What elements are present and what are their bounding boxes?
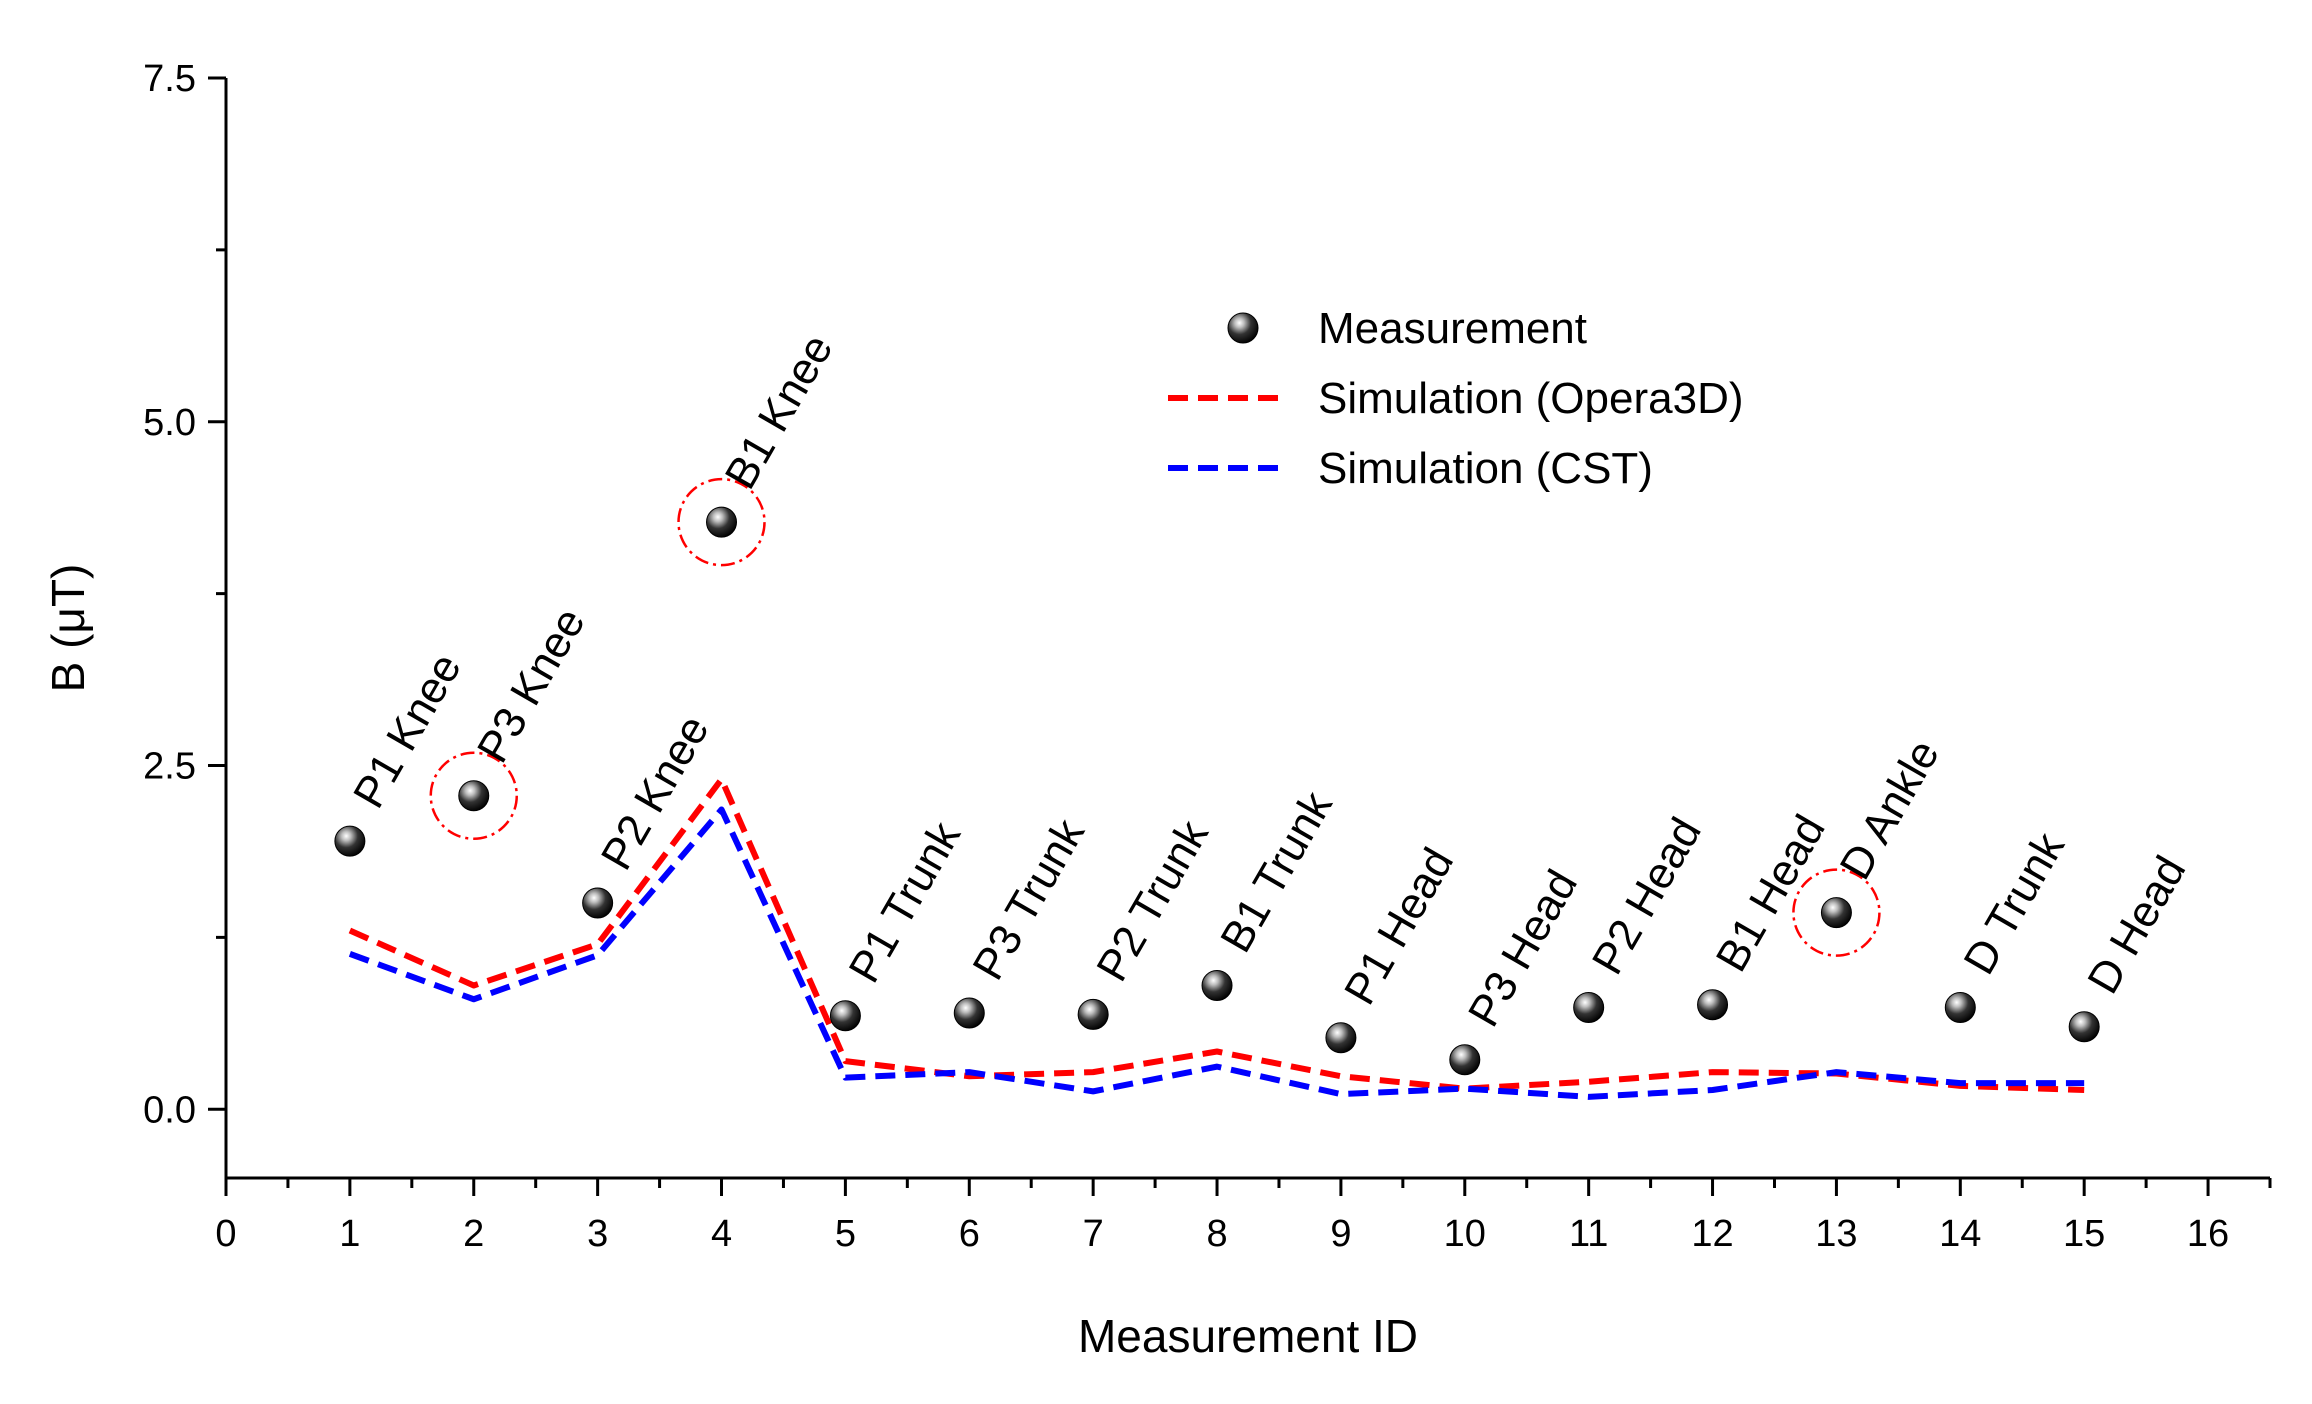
x-tick-label: 9 — [1330, 1213, 1351, 1255]
x-tick-label: 1 — [339, 1213, 360, 1255]
y-axis-title: B (μT) — [42, 564, 94, 693]
measurement-point — [1944, 992, 1976, 1023]
x-tick-label: 11 — [1569, 1213, 1608, 1255]
x-tick-label: 0 — [215, 1213, 236, 1255]
series-line-1 — [348, 776, 2085, 1093]
highlight-circles — [429, 477, 1881, 957]
y-tick-label: 0.0 — [143, 1089, 196, 1131]
x-tick-label: 6 — [959, 1213, 980, 1255]
x-tick-label: 3 — [587, 1213, 608, 1255]
measurement-markers — [334, 506, 2100, 1076]
x-tick-label: 8 — [1206, 1213, 1227, 1255]
measurement-point — [706, 506, 738, 538]
point-label: D Trunk — [1955, 824, 2075, 983]
x-tick-label: 4 — [711, 1213, 732, 1255]
measurement-point — [1325, 1022, 1357, 1054]
point-label: D Head — [2078, 848, 2195, 1002]
series-line-2 — [348, 806, 2085, 1100]
measurement-point — [1573, 992, 1605, 1023]
point-label: B1 Head — [1707, 807, 1835, 980]
legend: Measurement Simulation (Opera3D) Simulatio… — [1168, 304, 1744, 493]
x-tick-label: 7 — [1083, 1213, 1104, 1255]
measurement-point — [1077, 998, 1109, 1030]
simulation-lines — [348, 776, 2085, 1100]
legend-label: Simulation (CST) — [1318, 444, 1653, 493]
point-label: P3 Head — [1459, 862, 1587, 1035]
measurement-point — [582, 887, 614, 919]
y-tick-label: 5.0 — [143, 402, 196, 444]
x-tick-label: 14 — [1939, 1213, 1981, 1255]
x-tick-label: 12 — [1691, 1213, 1733, 1255]
legend-marker — [1227, 312, 1259, 344]
measurement-point — [953, 997, 985, 1029]
axes: 0 1 2 3 4 5 6 7 8 9 10 11 12 13 14 15 160.02.55.07.5Meas… — [42, 58, 2272, 1362]
point-label: P3 Knee — [468, 600, 595, 771]
point-label: P1 Trunk — [840, 813, 971, 991]
point-label: P2 Trunk — [1087, 812, 1218, 990]
x-axis-title: Measurement ID — [1078, 1310, 1418, 1362]
highlight-circle — [677, 477, 766, 567]
y-tick-label: 2.5 — [143, 746, 196, 788]
x-tick-label: 15 — [2063, 1213, 2105, 1255]
highlight-circle — [429, 751, 519, 840]
point-label: P3 Trunk — [963, 810, 1094, 988]
point-label: P2 Head — [1583, 810, 1711, 983]
measurement-point — [2068, 1011, 2100, 1043]
point-label: D Ankle — [1831, 732, 1949, 888]
point-label: B1 Trunk — [1211, 783, 1342, 961]
x-tick-label: 2 — [463, 1213, 484, 1255]
x-tick-label: 5 — [835, 1213, 856, 1255]
measurement-point — [1820, 897, 1852, 929]
legend-label: Simulation (Opera3D) — [1318, 374, 1744, 423]
point-label: P1 Head — [1335, 840, 1463, 1013]
x-tick-label: 10 — [1444, 1213, 1486, 1255]
x-tick-label: 16 — [2187, 1213, 2229, 1255]
measurement-point — [334, 825, 366, 857]
measurement-point — [1201, 970, 1233, 1001]
measurement-point — [829, 1000, 861, 1032]
x-tick-label: 13 — [1815, 1213, 1857, 1255]
measurement-point — [1449, 1044, 1481, 1076]
point-label: B1 Knee — [716, 326, 843, 497]
point-label: P2 Knee — [592, 707, 719, 878]
measurement-point — [458, 780, 490, 812]
point-label: P1 Knee — [344, 645, 471, 816]
legend-label: Measurement — [1318, 304, 1587, 353]
y-tick-label: 7.5 — [143, 58, 196, 100]
highlight-circle — [1792, 868, 1881, 957]
measurement-point — [1697, 989, 1729, 1021]
